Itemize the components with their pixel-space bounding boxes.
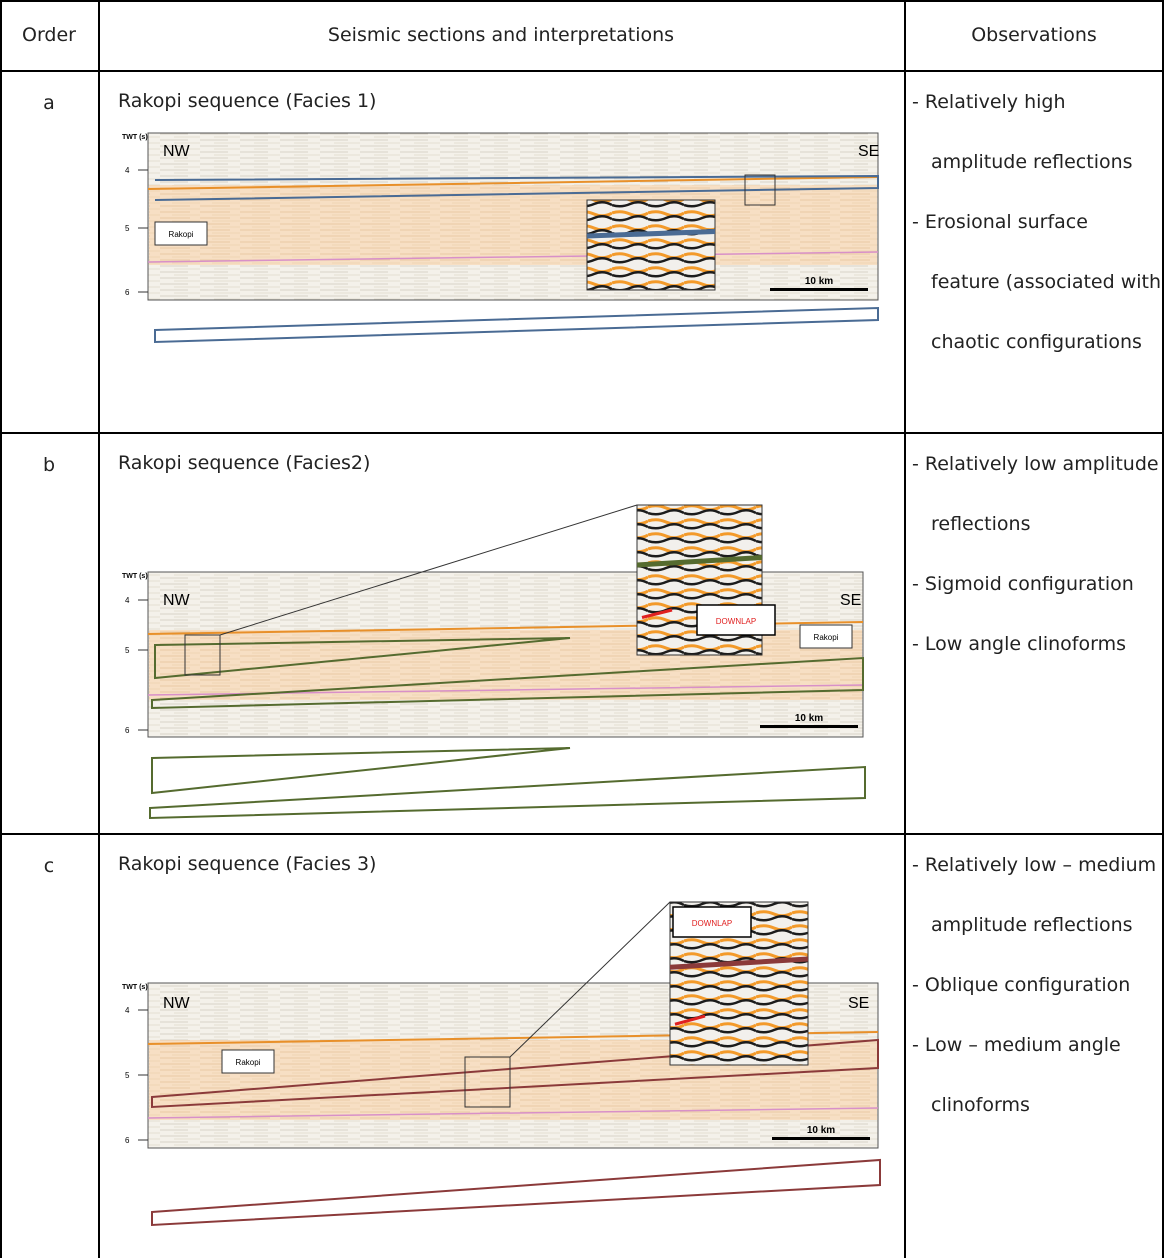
nw-label: NW (163, 143, 191, 160)
scale-bar (770, 288, 868, 291)
scale-label: 10 km (795, 713, 823, 724)
se-label: SE (858, 143, 879, 160)
callout: DOWNLAP (716, 617, 756, 626)
tick-label: 5 (125, 646, 130, 655)
figure-title: Rakopi sequence (Facies 3) (118, 853, 376, 875)
scale-label: 10 km (805, 276, 833, 287)
scale-bar (772, 1137, 870, 1140)
page: Order Seismic sections and interpretatio… (0, 0, 1164, 1258)
axis-label: TWT (s) (122, 573, 148, 580)
line-drawing (150, 748, 865, 818)
observations: - Relatively low amplitude reflections- … (912, 434, 1162, 674)
observation: - Sigmoid configuration (912, 554, 1162, 614)
tick-label: 4 (125, 1006, 130, 1015)
observation: - Low angle clinoforms (912, 614, 1162, 674)
order: c (0, 855, 98, 877)
tick-label: 4 (125, 166, 130, 175)
se-label: SE (848, 995, 869, 1012)
observations: - Relatively low – medium amplitude refl… (912, 835, 1162, 1135)
zoom-inset (587, 200, 715, 290)
axis-label: TWT (s) (122, 134, 148, 141)
observation: - Low – medium angle clinoforms (912, 1015, 1162, 1135)
order: b (0, 454, 98, 476)
order: a (0, 92, 98, 114)
line-drawing (155, 308, 878, 342)
unit-label: Rakopi (814, 633, 839, 642)
se-label: SE (840, 592, 861, 609)
tick-label: 4 (125, 596, 130, 605)
observation: - Relatively low – medium amplitude refl… (912, 835, 1162, 955)
line-drawing (152, 1160, 880, 1225)
nw-label: NW (163, 995, 191, 1012)
observation: - Erosional surface feature (associated … (912, 192, 1162, 372)
tick-label: 5 (125, 1071, 130, 1080)
tick-label: 6 (125, 288, 130, 297)
scale-label: 10 km (807, 1125, 835, 1136)
axis-label: TWT (s) (122, 984, 148, 991)
figure-title: Rakopi sequence (Facies2) (118, 452, 370, 474)
observation: - Relatively high amplitude reflections (912, 72, 1162, 192)
tick-label: 6 (125, 726, 130, 735)
callout: DOWNLAP (692, 919, 732, 928)
figure-title: Rakopi sequence (Facies 1) (118, 90, 376, 112)
nw-label: NW (163, 592, 191, 609)
observations: - Relatively high amplitude reflections-… (912, 72, 1162, 372)
unit-label: Rakopi (169, 230, 194, 239)
observation: - Oblique configuration (912, 955, 1162, 1015)
scale-bar (760, 725, 858, 728)
tick-label: 5 (125, 224, 130, 233)
observation: - Relatively low amplitude reflections (912, 434, 1162, 554)
unit-label: Rakopi (236, 1058, 261, 1067)
tick-label: 6 (125, 1136, 130, 1145)
